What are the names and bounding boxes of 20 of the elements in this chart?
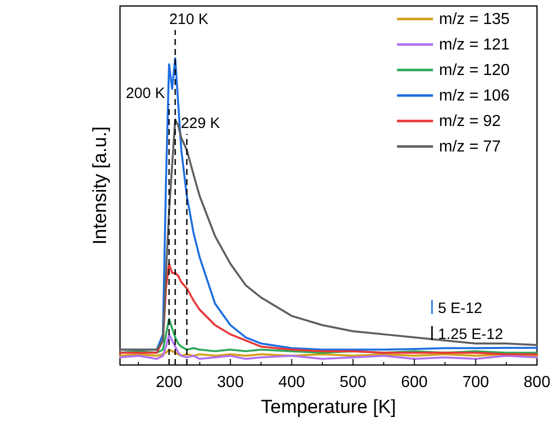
x-tick-label: 500	[340, 374, 366, 391]
x-tick-label: 300	[217, 374, 244, 391]
legend-label: m/z = 120	[439, 62, 510, 79]
x-tick-label: 400	[278, 374, 306, 391]
x-tick-label: 600	[401, 374, 428, 391]
legend-label: m/z = 77	[439, 138, 501, 156]
ref-line-label: 229 K	[180, 115, 220, 132]
x-tick-label: 800	[524, 374, 550, 391]
ref-line-label: 200 K	[126, 85, 166, 102]
y-axis-title: Intensity [a.u.]	[90, 126, 111, 245]
x-tick-label: 200	[156, 374, 183, 391]
legend-label: m/z = 135	[439, 11, 510, 28]
x-axis-title: Temperature [K]	[260, 397, 396, 418]
ref-line-label: 210 K	[169, 11, 208, 28]
legend-label: m/z = 121	[439, 36, 510, 54]
legend-label: m/z = 92	[439, 113, 501, 130]
x-tick-label: 700	[462, 374, 490, 391]
annotation: 1.25 E-12	[438, 326, 504, 343]
annotation: 5 E-12	[438, 300, 482, 317]
legend-label: m/z = 106	[439, 88, 510, 104]
